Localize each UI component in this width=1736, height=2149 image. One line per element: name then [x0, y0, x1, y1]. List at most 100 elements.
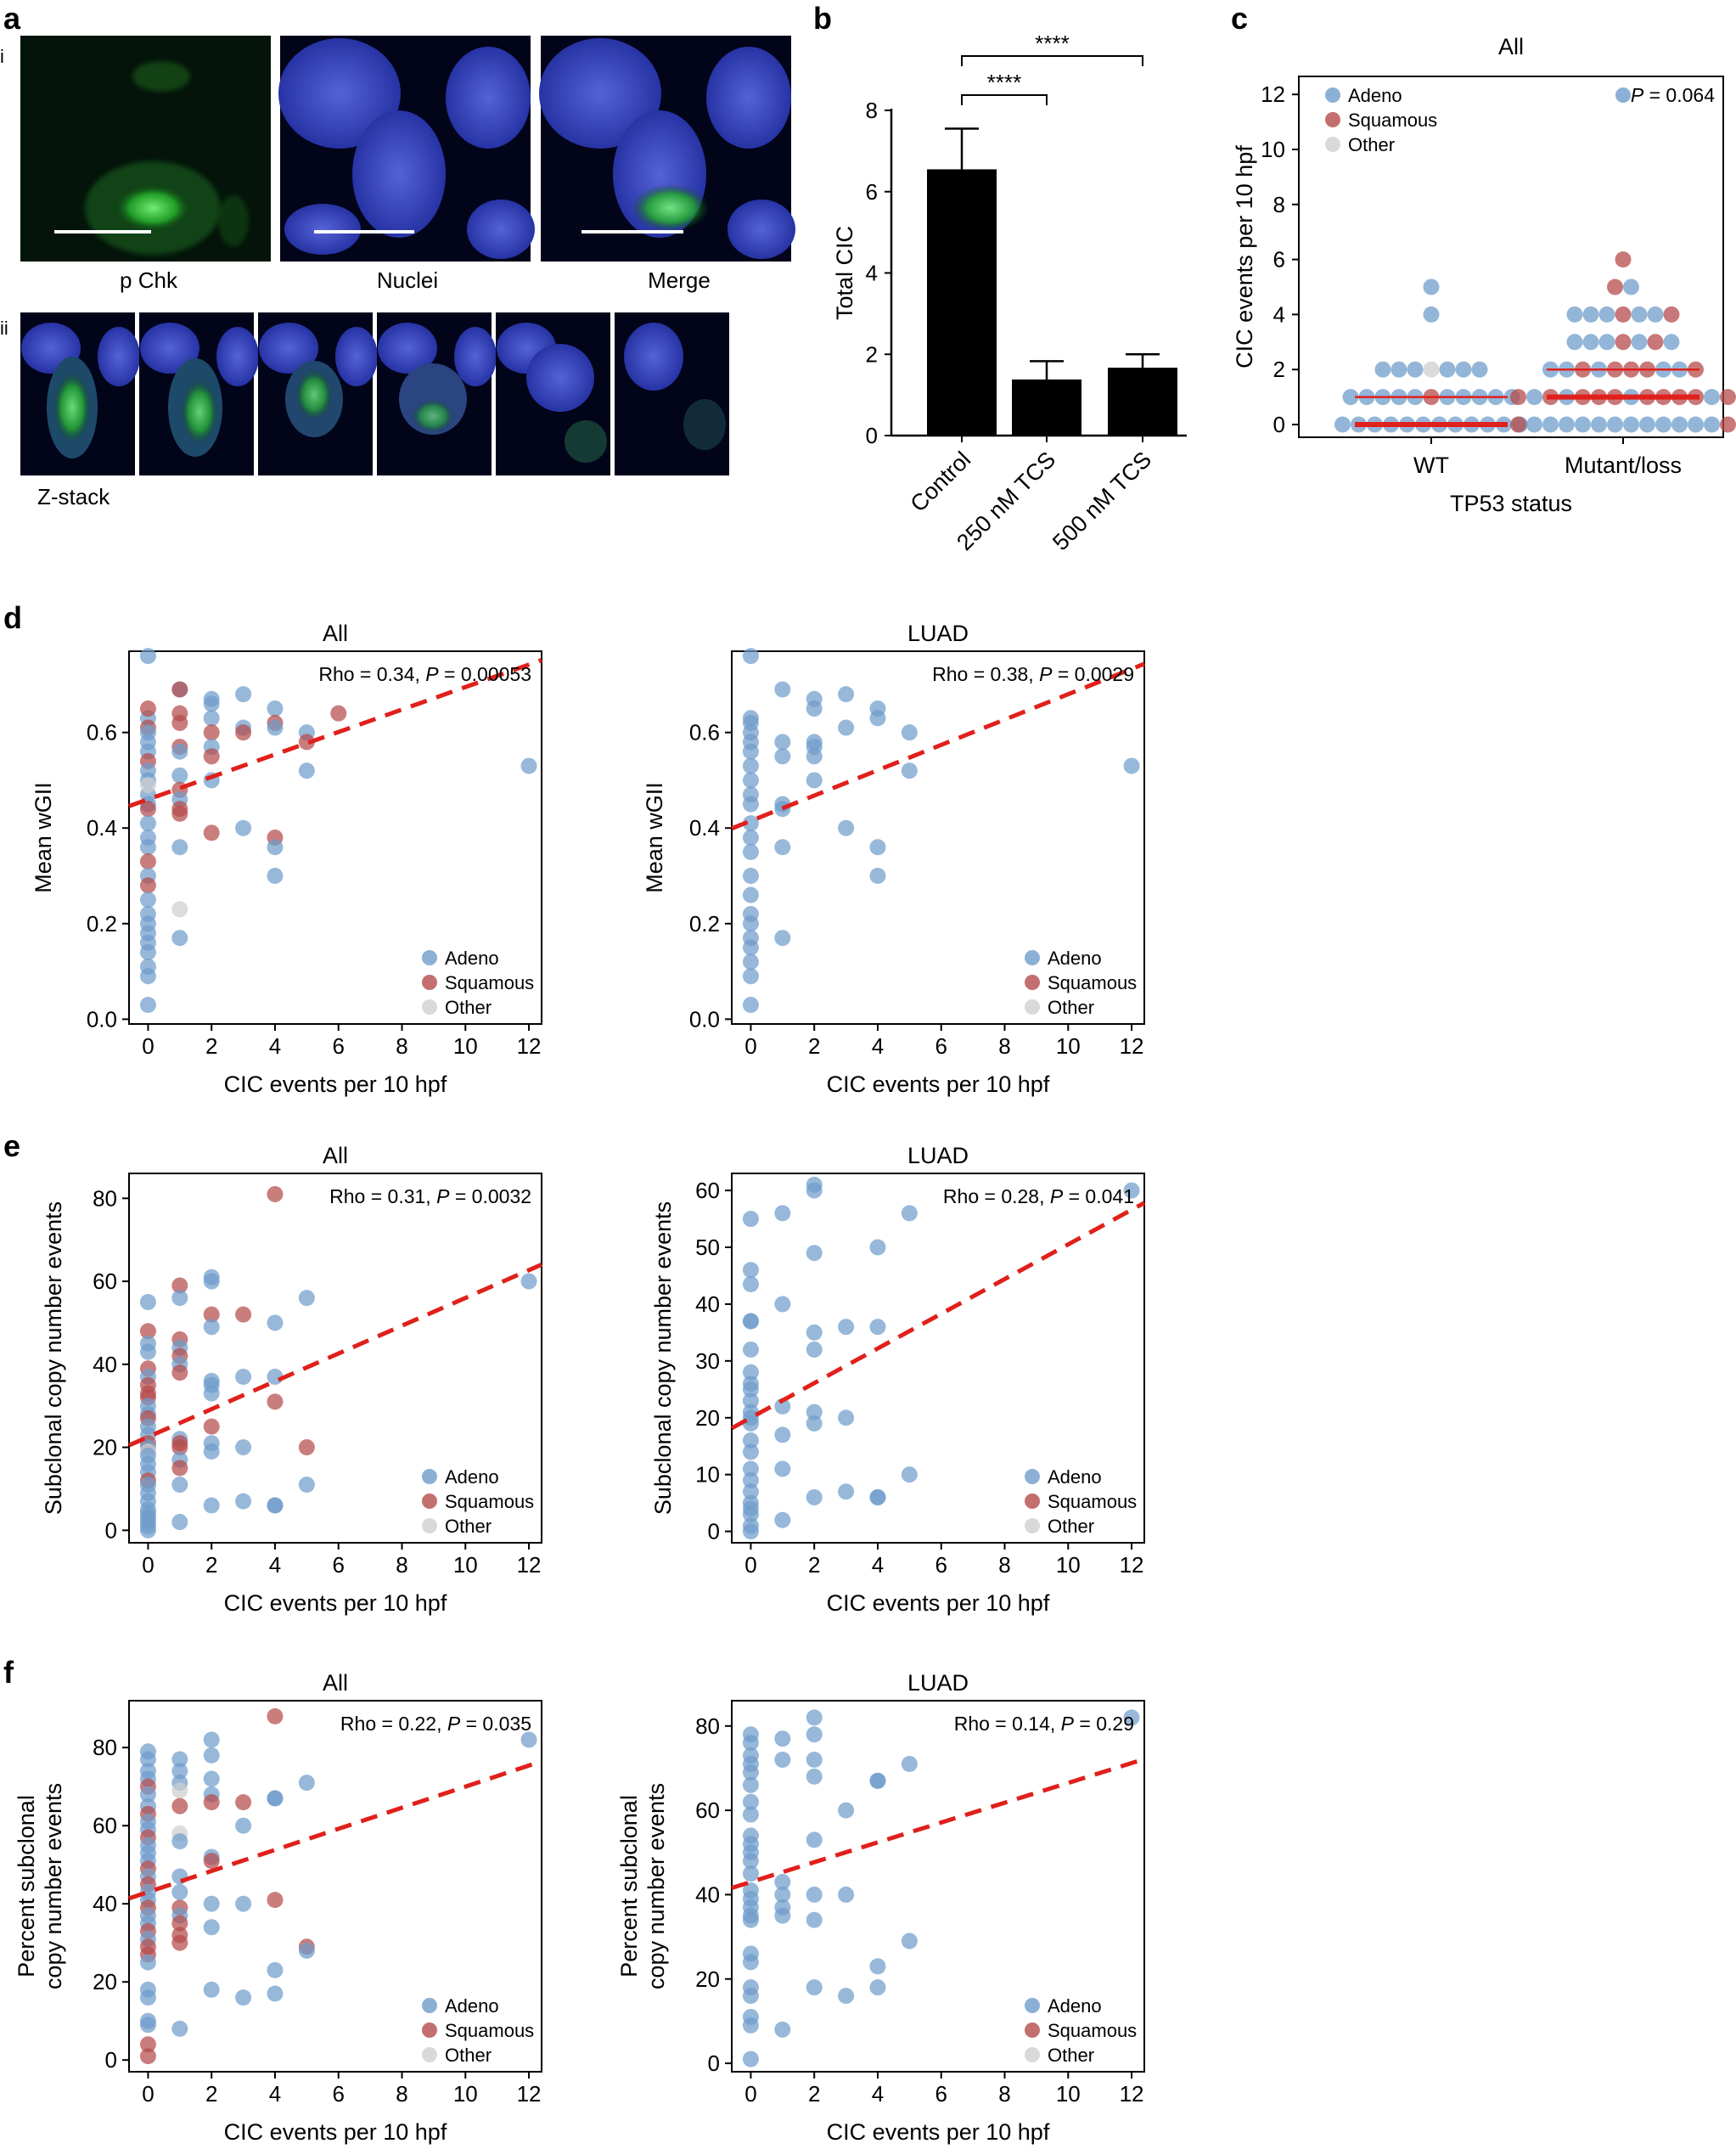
- legend-item-adeno: Adeno: [422, 948, 499, 969]
- nuclei-micrograph-icon: [278, 36, 535, 262]
- point-adeno: [742, 843, 759, 860]
- point-adeno: [901, 724, 918, 741]
- x-axis-title: CIC events per 10 hpf: [827, 1590, 1050, 1616]
- point-adeno: [774, 839, 791, 856]
- point-squamous: [171, 1439, 188, 1456]
- x-axis-title: CIC events per 10 hpf: [224, 1590, 447, 1616]
- point-adeno: [1123, 1709, 1140, 1726]
- point-adeno: [742, 1211, 759, 1228]
- point-adeno: [774, 1296, 791, 1313]
- point-adeno: [806, 1488, 823, 1505]
- x-tick-label: 8: [998, 1033, 1010, 1059]
- point-squamous: [171, 681, 188, 698]
- y-axis-title: CIC events per 10 hpf: [1232, 145, 1257, 368]
- dot-strip-c: All 0 2 4 6 8 10 12 CIC events per 10 hpf WT Mutan…: [1232, 34, 1736, 516]
- point-adeno: [203, 1385, 220, 1402]
- significance-bracket: [961, 94, 1048, 105]
- legend-marker-squamous: [1325, 112, 1340, 127]
- point-adeno: [139, 1786, 156, 1803]
- point-adeno: [139, 1294, 156, 1311]
- point-adeno: [171, 767, 188, 784]
- point-adeno: [171, 1477, 188, 1494]
- point-adeno: [806, 1182, 823, 1199]
- legend-label-adeno: Adeno: [445, 948, 499, 969]
- point-adeno: [203, 1731, 220, 1748]
- point-adeno: [267, 868, 284, 885]
- point-adeno: [742, 1392, 759, 1409]
- dot-adeno: [1607, 416, 1623, 433]
- legend-marker-other: [1025, 1518, 1040, 1533]
- x-axis-title: CIC events per 10 hpf: [827, 2119, 1050, 2145]
- legend-label-other: Other: [1048, 1516, 1094, 1537]
- y-tick-label: 20: [93, 1969, 117, 1994]
- point-adeno: [838, 1409, 855, 1426]
- point-adeno: [203, 1919, 220, 1936]
- legend-label-squamous: Squamous: [1048, 2020, 1137, 2041]
- point-adeno: [203, 1319, 220, 1336]
- point-adeno: [742, 2051, 759, 2067]
- y-axis-title: copy number events: [41, 1783, 66, 1989]
- legend-marker-adeno: [1325, 87, 1340, 103]
- point-adeno: [139, 648, 156, 665]
- chart-title: All: [323, 621, 348, 646]
- y-tick-label: 60: [93, 1813, 117, 1838]
- panel-label-d: d: [3, 600, 22, 635]
- chart-title: LUAD: [907, 1670, 969, 1696]
- y-tick-label: 80: [93, 1185, 117, 1211]
- point-squamous: [139, 2048, 156, 2065]
- x-axis-title: CIC events per 10 hpf: [224, 2119, 447, 2145]
- point-adeno: [267, 1985, 284, 2002]
- point-adeno: [806, 1886, 823, 1903]
- y-tick-label: 60: [695, 1178, 720, 1203]
- point-adeno: [171, 839, 188, 856]
- p-value-annotation: Rho = 0.14, P = 0.29: [954, 1713, 1134, 1735]
- point-adeno: [298, 762, 315, 779]
- legend-label-squamous: Squamous: [1048, 972, 1137, 993]
- dot-squamous: [1647, 334, 1664, 351]
- y-tick-label: 80: [695, 1713, 720, 1739]
- x-tick-label: 4: [269, 1033, 281, 1059]
- point-adeno: [742, 2017, 759, 2034]
- point-squamous: [171, 1277, 188, 1294]
- dot-adeno: [1334, 416, 1351, 433]
- legend-label-adeno: Adeno: [1048, 948, 1102, 969]
- dot-squamous: [1510, 416, 1526, 433]
- point-squamous: [267, 1393, 284, 1410]
- point-adeno: [869, 1239, 886, 1256]
- point-adeno: [742, 1865, 759, 1882]
- legend-marker-other: [422, 999, 437, 1015]
- point-adeno: [806, 700, 823, 717]
- point-adeno: [203, 1770, 220, 1787]
- dot-squamous: [1615, 306, 1632, 323]
- legend-item-squamous: Squamous: [1325, 110, 1437, 131]
- point-adeno: [869, 1319, 886, 1336]
- point-adeno: [742, 757, 759, 774]
- x-tick-label: 4: [872, 1552, 884, 1578]
- dot-adeno: [1542, 416, 1559, 433]
- dot-other: [1423, 361, 1440, 378]
- legend-marker-adeno: [1025, 950, 1040, 965]
- point-adeno: [806, 1245, 823, 1262]
- point-adeno: [171, 1290, 188, 1307]
- dot-squamous: [1615, 334, 1632, 351]
- point-adeno: [869, 1488, 886, 1505]
- point-squamous: [171, 1460, 188, 1477]
- y-tick-label: 4: [866, 261, 878, 286]
- point-adeno: [806, 1341, 823, 1358]
- panel-label-b: b: [813, 1, 832, 36]
- point-adeno: [235, 1439, 252, 1456]
- panel-label-f: f: [3, 1655, 14, 1690]
- dot-adeno: [1623, 278, 1639, 295]
- dot-squamous: [1663, 306, 1680, 323]
- point-squamous: [267, 1707, 284, 1724]
- y-tick-label: 0: [105, 1517, 117, 1543]
- point-adeno: [267, 700, 284, 717]
- legend-label-adeno: Adeno: [1048, 1466, 1102, 1488]
- scatter-d-all: All 0 2 4 6 8 10 12 0.0 0.2 0.4 0.6 CIC events per 1…: [31, 621, 542, 1097]
- dot-squamous: [1615, 251, 1632, 268]
- x-tick-label: 8: [998, 1552, 1010, 1578]
- legend-item-adeno: Adeno: [422, 1995, 499, 2017]
- dot-adeno: [1374, 361, 1391, 378]
